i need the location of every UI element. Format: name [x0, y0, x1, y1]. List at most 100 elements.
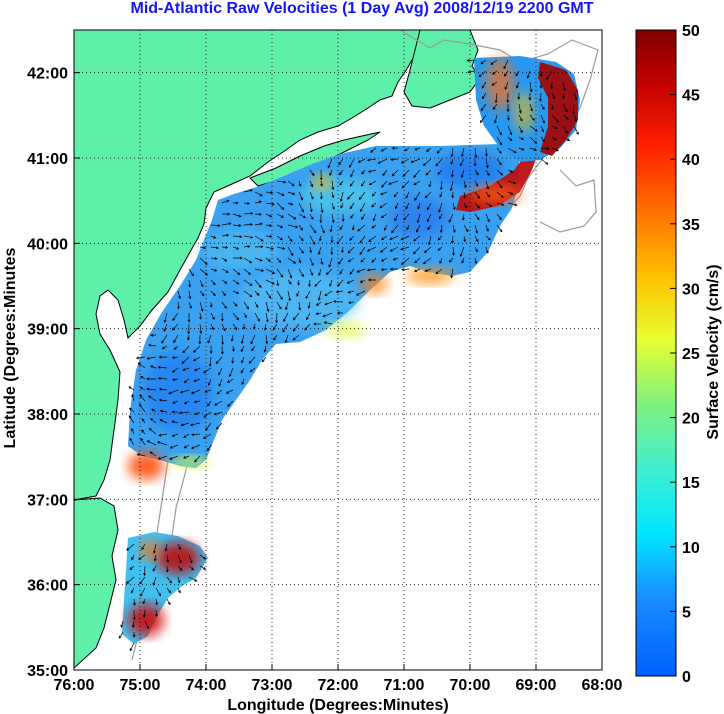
velocity-arrow — [436, 147, 443, 154]
velocity-arrow — [218, 367, 223, 376]
velocity-arrow — [562, 114, 569, 120]
velocity-arrows — [118, 59, 579, 652]
velocity-arrow — [254, 279, 262, 289]
velocity-arrow — [265, 202, 275, 206]
velocity-arrow — [177, 543, 181, 551]
velocity-arrow — [347, 257, 355, 263]
velocity-arrow — [287, 213, 297, 220]
velocity-arrow — [292, 312, 300, 321]
velocity-arrow — [328, 257, 333, 268]
velocity-arrow — [317, 290, 322, 301]
velocity-arrow — [158, 433, 168, 437]
velocity-arrow — [187, 334, 190, 341]
velocity-arrow — [349, 268, 355, 275]
velocity-arrow — [496, 213, 502, 221]
velocity-arrow — [129, 642, 135, 652]
velocity-arrow — [341, 246, 345, 254]
velocity-arrow — [357, 224, 366, 232]
velocity-arrow — [474, 169, 479, 176]
velocity-arrow — [540, 114, 545, 124]
velocity-arrow — [228, 367, 234, 378]
velocity-arrow — [182, 345, 190, 354]
velocity-arrow — [381, 235, 388, 241]
velocity-arrow — [490, 59, 498, 65]
velocity-arrow — [400, 246, 410, 251]
velocity-arrow — [218, 378, 223, 387]
velocity-arrow — [287, 224, 299, 229]
velocity-arrow — [348, 301, 355, 305]
velocity-arrow — [307, 279, 311, 288]
velocity-arrow — [297, 279, 301, 286]
velocity-arrow — [298, 213, 307, 219]
velocity-arrow — [450, 235, 454, 244]
velocity-arrow — [485, 191, 490, 198]
velocity-arrow — [390, 158, 399, 162]
velocity-arrow — [139, 403, 146, 413]
velocity-arrow — [199, 257, 208, 265]
velocity-arrow — [298, 268, 304, 278]
velocity-arrow — [292, 334, 300, 341]
velocity-arrow — [448, 213, 454, 223]
velocity-arrow — [150, 365, 157, 369]
velocity-arrow — [336, 311, 344, 315]
velocity-arrow — [276, 180, 287, 184]
velocity-arrow — [318, 268, 322, 277]
velocity-arrow — [529, 81, 533, 93]
velocity-arrow — [296, 290, 300, 297]
velocity-arrow — [221, 222, 232, 226]
velocity-arrow — [166, 576, 172, 584]
velocity-arrow — [243, 290, 253, 298]
velocity-arrow — [166, 598, 171, 606]
velocity-arrow — [158, 387, 168, 391]
velocity-arrow — [163, 323, 168, 333]
velocity-arrow — [371, 224, 377, 229]
velocity-arrow — [507, 125, 513, 136]
colorbar — [635, 29, 677, 677]
velocity-arrow — [188, 290, 192, 300]
velocity-arrow — [450, 147, 454, 158]
velocity-arrow — [232, 213, 242, 218]
velocity-arrow — [485, 224, 489, 232]
x-tick-label: 70:00 — [450, 677, 491, 694]
velocity-arrow — [551, 92, 556, 100]
velocity-arrow — [287, 202, 294, 206]
velocity-arrow — [243, 201, 251, 205]
velocity-arrow — [383, 224, 388, 231]
velocity-arrow — [413, 235, 421, 242]
velocity-arrow — [485, 246, 489, 254]
velocity-arrow — [243, 257, 253, 264]
velocity-arrow — [188, 565, 195, 571]
velocity-arrow — [463, 235, 467, 243]
velocity-arrow — [539, 70, 543, 77]
velocity-arrow — [209, 345, 213, 355]
velocity-arrow — [474, 246, 478, 253]
velocity-arrow — [413, 268, 421, 272]
velocity-arrow — [254, 222, 263, 226]
velocity-arrow — [142, 598, 146, 605]
velocity-arrow — [210, 224, 221, 228]
land-mass-south — [74, 497, 119, 669]
velocity-arrow — [221, 323, 226, 332]
velocity-arrow — [341, 213, 345, 222]
velocity-arrow — [309, 268, 314, 276]
velocity-arrow — [573, 92, 578, 101]
velocity-arrow — [347, 290, 355, 294]
velocity-arrow — [315, 301, 322, 306]
velocity-arrow — [188, 279, 192, 288]
velocity-arrow — [329, 279, 333, 287]
velocity-arrow — [405, 191, 410, 199]
velocity-arrow — [371, 191, 377, 197]
velocity-arrow — [474, 213, 480, 221]
velocity-arrow — [540, 147, 550, 151]
velocity-arrow — [142, 609, 146, 618]
velocity-arrow — [210, 257, 218, 260]
velocity-arrow — [413, 246, 421, 255]
velocity-arrow — [152, 576, 157, 586]
velocity-arrow — [232, 268, 241, 276]
velocity-arrow — [359, 279, 366, 283]
velocity-arrow — [507, 169, 514, 173]
velocity-arrow — [254, 301, 259, 308]
velocity-arrow — [529, 114, 535, 121]
velocity-arrow — [226, 378, 234, 383]
